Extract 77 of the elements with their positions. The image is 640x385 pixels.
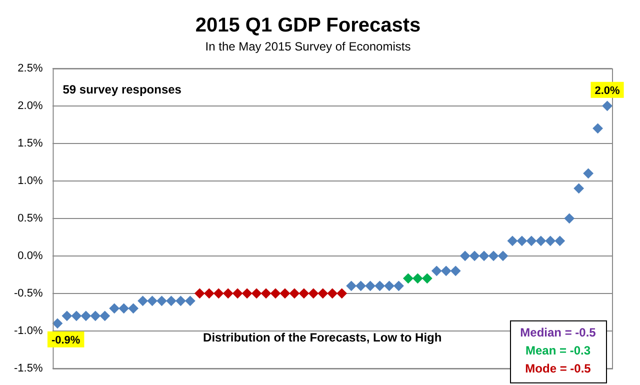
point — [545, 236, 556, 246]
point — [52, 318, 62, 328]
point — [564, 213, 574, 224]
point — [432, 266, 442, 276]
point — [147, 296, 158, 306]
point — [318, 288, 328, 298]
y-tick-label: 0.0% — [18, 250, 43, 262]
point — [156, 296, 167, 306]
point — [194, 288, 205, 298]
point — [252, 288, 262, 298]
chart-subtitle: In the May 2015 Survey of Economists — [205, 40, 411, 54]
point — [270, 288, 280, 298]
y-tick-label: -1.5% — [14, 362, 43, 374]
point — [403, 273, 414, 284]
y-tick-label: 1.5% — [18, 137, 43, 150]
point — [536, 236, 546, 246]
y-tick-label: -0.5% — [14, 287, 43, 300]
point — [460, 250, 470, 261]
point — [242, 288, 252, 298]
point — [289, 288, 300, 298]
point — [232, 288, 243, 298]
point — [365, 280, 376, 291]
point — [384, 280, 394, 291]
point — [450, 266, 461, 276]
point — [583, 168, 594, 178]
point — [100, 310, 110, 321]
point — [204, 288, 214, 298]
point — [441, 266, 452, 276]
point — [470, 250, 480, 261]
point — [336, 288, 347, 298]
point — [62, 310, 72, 321]
point — [374, 280, 385, 291]
point — [138, 296, 148, 306]
point — [574, 183, 584, 194]
y-tick-label: 2.5% — [18, 62, 43, 74]
point — [554, 236, 565, 246]
annotation: 59 survey responses — [62, 82, 182, 97]
point — [526, 236, 536, 246]
point — [422, 273, 432, 284]
point — [214, 288, 224, 298]
point — [166, 296, 176, 306]
point — [261, 288, 272, 298]
annotation: Mode = -0.5 — [525, 362, 592, 376]
y-tick-label: 1.0% — [18, 174, 43, 187]
annotation: Mean = -0.3 — [525, 344, 591, 358]
point — [592, 123, 603, 134]
point — [128, 303, 138, 314]
point — [176, 296, 186, 306]
point — [280, 288, 290, 298]
y-tick-label: -1.0% — [14, 324, 43, 337]
point — [185, 296, 196, 306]
data-label: 2.0% — [594, 84, 620, 97]
y-tick-label: 0.5% — [18, 212, 43, 224]
point — [516, 236, 527, 246]
point — [346, 280, 356, 291]
point — [71, 310, 82, 321]
point — [298, 288, 309, 298]
y-tick-label: 2.0% — [18, 100, 43, 112]
point — [80, 310, 91, 321]
point — [356, 280, 366, 291]
x-axis-title: Distribution of the Forecasts, Low to High — [203, 330, 442, 345]
point — [109, 303, 120, 314]
point — [308, 288, 318, 298]
point — [90, 310, 100, 321]
point — [118, 303, 129, 314]
point — [327, 288, 338, 298]
annotation: Median = -0.5 — [520, 326, 596, 340]
point — [412, 273, 423, 284]
point — [394, 280, 404, 291]
point — [507, 236, 518, 246]
point — [488, 250, 499, 261]
point — [223, 288, 234, 298]
point — [479, 250, 490, 261]
data-label: -0.9% — [51, 334, 80, 346]
point — [498, 250, 508, 261]
chart-title: 2015 Q1 GDP Forecasts — [195, 14, 421, 37]
point — [602, 100, 612, 111]
